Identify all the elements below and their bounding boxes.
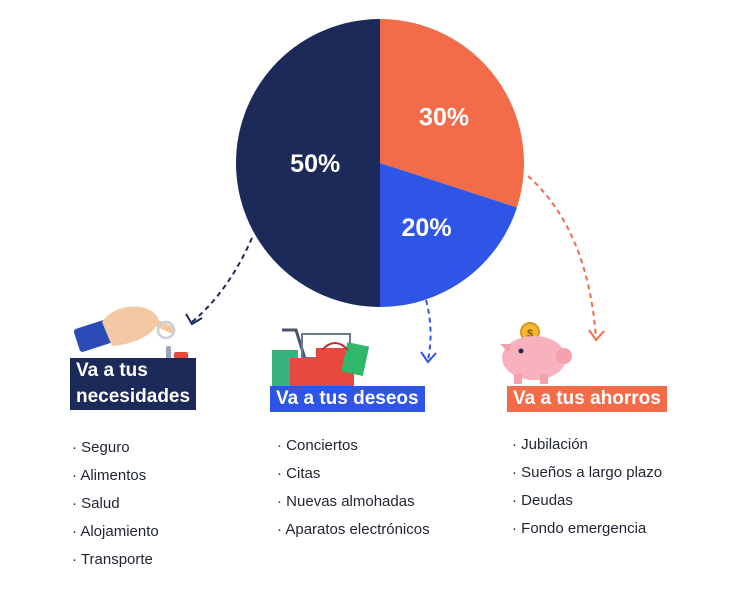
pie-slice-30 [380,19,524,208]
arrow-head-deseos [420,351,437,364]
list-item: Conciertos [277,432,430,460]
list-item: Sueños a largo plazo [512,459,662,487]
arrow-head-ahorros [588,329,605,342]
arrow-head-necesidades [185,313,203,326]
label-necesidades-line2: necesidades [76,386,191,407]
list-item: Transporte [72,546,159,574]
label-necesidades-line1: Va a tus [76,360,148,381]
list-necesidades: Seguro Alimentos Salud Alojamiento Trans… [72,434,159,574]
pie-slices [236,19,524,307]
list-deseos: Conciertos Citas Nuevas almohadas Aparat… [277,432,430,544]
list-item: Salud [72,490,159,518]
list-item: Aparatos electrónicos [277,516,429,544]
list-item: Fondo emergencia [512,515,662,543]
pie-slice-label-30: 30% [419,103,469,131]
list-item: Citas [277,460,430,488]
pie-slice-label-50: 50% [290,150,340,178]
list-item: Seguro [72,434,159,462]
list-item: Alojamiento [72,518,158,546]
pie-slice-50 [236,19,380,307]
list-ahorros: Jubilación Sueños a largo plazo Deudas F… [512,431,662,543]
pie-slice-labels: 50% 30% 20% [290,103,469,242]
list-item: Jubilación [512,431,662,459]
label-necesidades: Va a tus necesidades [70,358,197,410]
hand-with-keys-icon [73,306,188,364]
pie-slice-label-20: 20% [402,214,452,242]
svg-text:$: $ [527,328,533,340]
pie-slice-20 [380,163,517,307]
arrow-necesidades [191,237,253,323]
label-deseos: Va a tus deseos [270,386,425,412]
shopping-cart-bags-icon [272,328,370,386]
arrow-deseos [425,299,432,361]
list-item: Deudas [512,487,662,515]
arrow-ahorros [527,175,597,339]
piggy-bank-coin-icon: $ [500,322,572,384]
label-ahorros: Va a tus ahorros [507,386,667,412]
list-item: Alimentos [72,462,159,490]
list-item: Nuevas almohadas [277,488,430,516]
